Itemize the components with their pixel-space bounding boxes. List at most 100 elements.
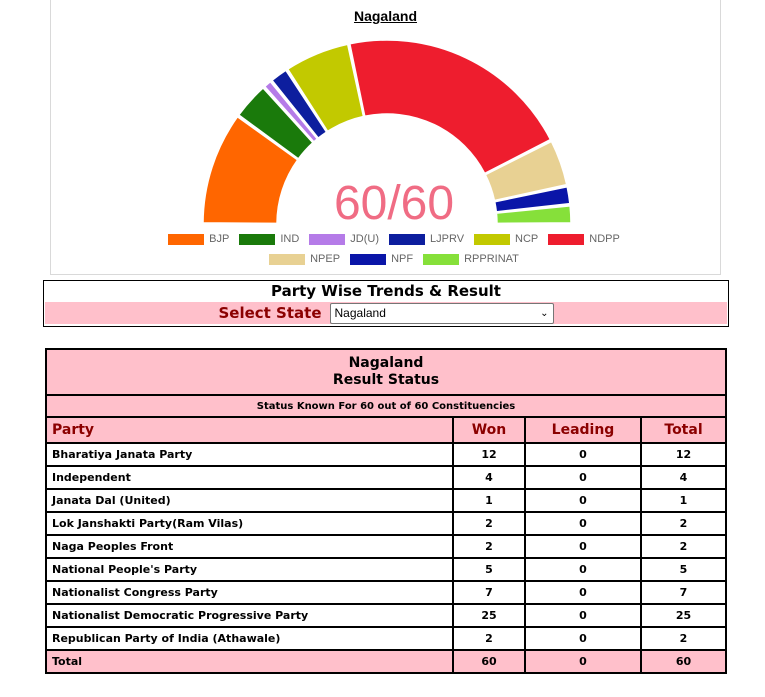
legend-item[interactable]: BJP (168, 233, 229, 245)
table-header: Nagaland Result Status (45, 348, 727, 396)
legend-label: RPPRINAT (464, 253, 519, 265)
slice-npep[interactable] (484, 140, 568, 202)
legend-swatch (389, 233, 425, 245)
slice-rpprinat[interactable] (495, 205, 572, 225)
seats-center-label: 60/60 (333, 177, 455, 230)
cell-won: 2 (452, 626, 526, 651)
slice-jdu[interactable] (263, 80, 319, 143)
slice-ncp[interactable] (286, 43, 365, 133)
col-header-leading: Leading (524, 416, 642, 444)
table-row: Naga Peoples Front 2 0 2 (45, 534, 727, 559)
legend-swatch (350, 253, 387, 265)
cell-party: Independent (45, 465, 454, 490)
table-body: Bharatiya Janata Party 12 0 12 Independent 4 0… (45, 442, 727, 651)
party-trends-selector: Party Wise Trends & Result Select State … (43, 280, 729, 327)
legend-label: NDPP (589, 233, 620, 245)
table-row: Republican Party of India (Athawale) 2 0 2 (45, 626, 727, 651)
chart-title: Nagaland (353, 8, 417, 24)
col-header-won: Won (452, 416, 526, 444)
legend-item[interactable]: IND (239, 233, 299, 245)
legend-item[interactable]: NDPP (548, 233, 620, 245)
cell-leading: 0 (524, 557, 642, 582)
cell-won: 2 (452, 511, 526, 536)
cell-won: 5 (452, 557, 526, 582)
cell-party: Bharatiya Janata Party (45, 442, 454, 467)
cell-leading: 0 (524, 626, 642, 651)
legend-label: NCP (515, 233, 539, 245)
slice-ndpp[interactable] (348, 39, 552, 175)
cell-leading: 0 (524, 442, 642, 467)
table-row: Nationalist Congress Party 7 0 7 (45, 580, 727, 605)
cell-leading: 0 (524, 465, 642, 490)
cell-total: 2 (640, 626, 727, 651)
legend-label: LJPRV (430, 233, 465, 245)
legend-swatch (239, 233, 276, 245)
slice-ljprv[interactable] (271, 69, 328, 140)
cell-won: 1 (452, 488, 526, 513)
table-row: Bharatiya Janata Party 12 0 12 (45, 442, 727, 467)
cell-leading: 0 (524, 488, 642, 513)
total-label: Total (45, 649, 454, 674)
slice-bjp[interactable] (202, 115, 299, 225)
table-total-row: Total 60 0 60 (45, 649, 727, 674)
cell-won: 4 (452, 465, 526, 490)
legend-swatch (423, 253, 460, 265)
total-won: 60 (452, 649, 526, 674)
cell-total: 4 (640, 465, 727, 490)
legend-label: BJP (209, 233, 230, 245)
slice-ind[interactable] (237, 86, 314, 160)
legend-swatch (309, 233, 346, 245)
status-known-text: Status Known For 60 out of 60 Constituen… (45, 394, 727, 418)
cell-party: Lok Janshakti Party(Ram Vilas) (45, 511, 454, 536)
legend-swatch (474, 233, 511, 245)
table-subtitle: Result Status (332, 372, 440, 388)
legend-label: NPF (391, 253, 414, 265)
cell-leading: 0 (524, 511, 642, 536)
legend-item[interactable]: NPEP (269, 253, 340, 265)
cell-won: 25 (452, 603, 526, 628)
cell-party: National People's Party (45, 557, 454, 582)
select-state-row: Select State Nagaland ⌄ (45, 302, 727, 324)
legend-label: NPEP (310, 253, 341, 265)
cell-leading: 0 (524, 603, 642, 628)
legend-item[interactable]: JD(U) (309, 233, 379, 245)
cell-leading: 0 (524, 580, 642, 605)
chevron-down-icon: ⌄ (540, 307, 549, 319)
legend-swatch (269, 253, 306, 265)
legend-row-1: BJP IND JD(U) LJPRV NCP NDPP (1, 233, 765, 245)
cell-party: Nationalist Congress Party (45, 580, 454, 605)
table-row: Nationalist Democratic Progressive Party… (45, 603, 727, 628)
cell-total: 2 (640, 534, 727, 559)
table-row: Janata Dal (United) 1 0 1 (45, 488, 727, 513)
table-row: Lok Janshakti Party(Ram Vilas) 2 0 2 (45, 511, 727, 536)
total-leading: 0 (524, 649, 642, 674)
table-row: Independent 4 0 4 (45, 465, 727, 490)
cell-party: Janata Dal (United) (45, 488, 454, 513)
result-status-table: Nagaland Result Status Status Known For … (45, 348, 727, 674)
legend-label: JD(U) (350, 233, 379, 245)
cell-total: 7 (640, 580, 727, 605)
cell-total: 25 (640, 603, 727, 628)
legend-item[interactable]: NCP (474, 233, 538, 245)
legend-swatch (548, 233, 585, 245)
state-dropdown[interactable]: Nagaland ⌄ (329, 302, 554, 324)
cell-total: 2 (640, 511, 727, 536)
table-row: National People's Party 5 0 5 (45, 557, 727, 582)
semi-donut-chart (202, 39, 572, 225)
cell-total: 1 (640, 488, 727, 513)
total-total: 60 (640, 649, 727, 674)
legend-item[interactable]: RPPRINAT (423, 253, 519, 265)
legend-row-2: NPEP NPF RPPRINAT (1, 253, 765, 265)
cell-party: Nationalist Democratic Progressive Party (45, 603, 454, 628)
slice-npf[interactable] (493, 185, 571, 213)
legend-item[interactable]: LJPRV (389, 233, 464, 245)
cell-leading: 0 (524, 534, 642, 559)
legend-swatch (168, 233, 205, 245)
legend-item[interactable]: NPF (350, 253, 413, 265)
cell-won: 7 (452, 580, 526, 605)
legend-label: IND (280, 233, 300, 245)
selector-title: Party Wise Trends & Result (271, 282, 501, 300)
cell-won: 12 (452, 442, 526, 467)
table-state-name: Nagaland (348, 355, 424, 371)
cell-total: 12 (640, 442, 727, 467)
